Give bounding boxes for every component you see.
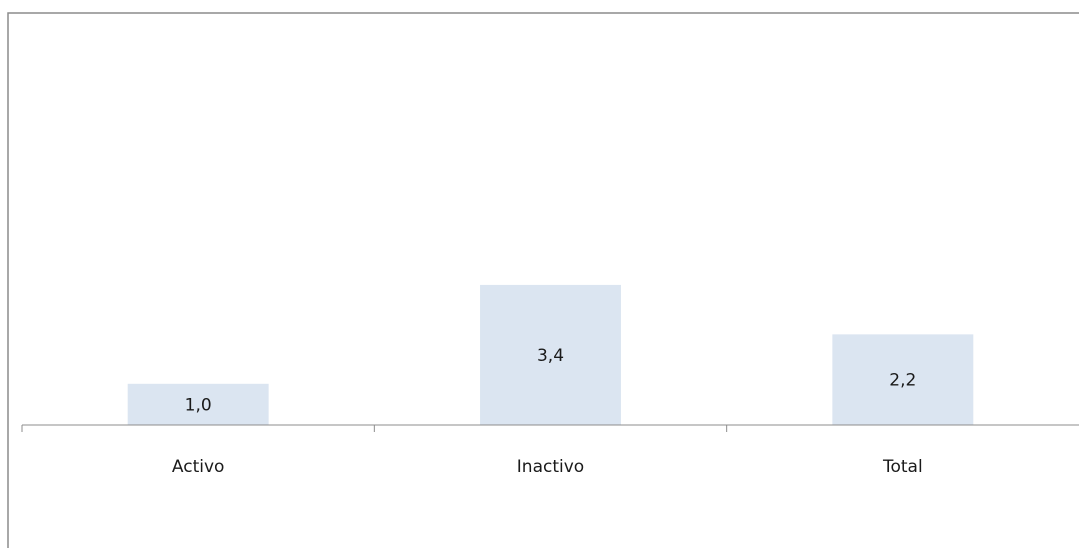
plot-frame <box>7 12 1079 548</box>
x-axis-ticks <box>21 425 728 432</box>
category-label-total: Total <box>882 457 923 477</box>
bar-inactivo <box>480 284 621 425</box>
bar-total <box>832 334 974 425</box>
bar-activo <box>127 383 269 425</box>
data-label-activo: 1,0 <box>185 395 212 415</box>
bars-layer <box>127 284 974 425</box>
data-label-total: 2,2 <box>889 371 916 391</box>
category-label-activo: Activo <box>172 457 225 477</box>
category-label-inactivo: Inactivo <box>517 457 584 477</box>
data-label-inactivo: 3,4 <box>537 346 564 366</box>
labels-layer: 1,0 Activo 3,4 Inactivo 2,2 Total <box>172 346 923 477</box>
